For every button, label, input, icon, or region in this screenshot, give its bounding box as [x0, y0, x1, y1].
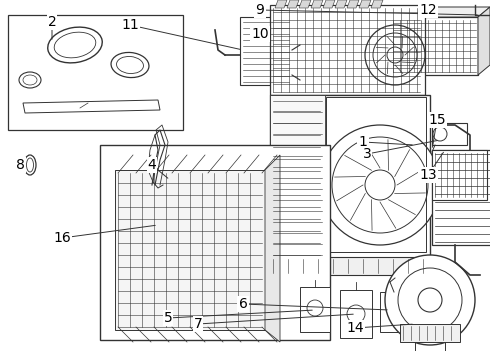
Circle shape — [307, 300, 323, 316]
Polygon shape — [311, 0, 323, 8]
Circle shape — [365, 25, 425, 85]
Ellipse shape — [19, 72, 41, 88]
Circle shape — [320, 125, 440, 245]
Polygon shape — [359, 0, 371, 8]
Circle shape — [347, 305, 365, 323]
Text: 2: 2 — [48, 15, 56, 29]
Polygon shape — [270, 95, 430, 260]
Circle shape — [385, 255, 475, 345]
Ellipse shape — [23, 75, 37, 85]
Bar — [390, 17, 478, 75]
Polygon shape — [270, 257, 430, 275]
Circle shape — [387, 47, 403, 63]
Circle shape — [373, 33, 417, 77]
Circle shape — [332, 137, 428, 233]
Bar — [270, 5, 425, 95]
Bar — [326, 97, 426, 252]
Bar — [480, 16, 490, 30]
Polygon shape — [390, 7, 490, 17]
Text: 1: 1 — [359, 135, 368, 149]
Text: 9: 9 — [256, 3, 265, 17]
Polygon shape — [323, 0, 335, 8]
Polygon shape — [371, 0, 383, 8]
Bar — [240, 17, 292, 85]
Text: 5: 5 — [164, 311, 172, 325]
Ellipse shape — [54, 32, 96, 58]
Ellipse shape — [117, 57, 144, 73]
Bar — [300, 287, 330, 332]
Text: 10: 10 — [251, 27, 269, 41]
Bar — [432, 150, 487, 200]
Polygon shape — [347, 0, 359, 8]
Text: 6: 6 — [239, 297, 247, 311]
Polygon shape — [287, 0, 299, 8]
Ellipse shape — [111, 53, 149, 77]
Polygon shape — [299, 0, 311, 8]
Text: 3: 3 — [363, 147, 371, 161]
Text: 7: 7 — [194, 317, 202, 331]
Text: 4: 4 — [147, 158, 156, 172]
Text: 8: 8 — [16, 158, 24, 172]
Polygon shape — [335, 0, 347, 8]
Ellipse shape — [26, 158, 33, 172]
Bar — [432, 150, 490, 245]
Text: 16: 16 — [53, 231, 71, 245]
Polygon shape — [478, 7, 490, 75]
Circle shape — [418, 288, 442, 312]
Bar — [8, 15, 183, 130]
Circle shape — [398, 268, 462, 332]
Circle shape — [365, 170, 395, 200]
Bar — [380, 292, 408, 332]
Polygon shape — [115, 170, 265, 330]
Ellipse shape — [24, 155, 36, 175]
Text: 13: 13 — [419, 168, 437, 182]
Polygon shape — [265, 155, 280, 342]
Bar — [100, 145, 330, 340]
Bar — [270, 95, 325, 260]
Text: 11: 11 — [121, 18, 139, 32]
Bar — [400, 324, 460, 342]
Text: 15: 15 — [428, 113, 446, 127]
Polygon shape — [23, 100, 160, 113]
Bar — [432, 123, 467, 145]
Circle shape — [433, 127, 447, 141]
Polygon shape — [275, 0, 287, 8]
Bar — [340, 290, 372, 338]
Text: 12: 12 — [419, 3, 437, 17]
Text: 14: 14 — [346, 321, 364, 335]
Ellipse shape — [48, 27, 102, 63]
